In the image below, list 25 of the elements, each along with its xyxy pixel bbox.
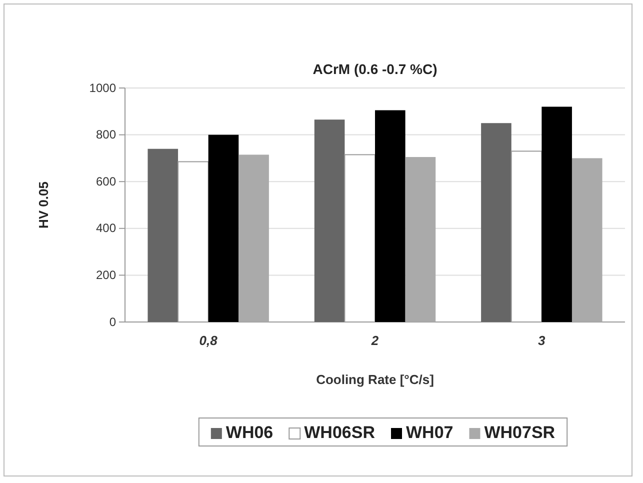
y-axis-title: HV 0.05 (36, 182, 51, 228)
legend-label: WH07 (406, 423, 454, 442)
y-tick-label: 1000 (89, 80, 116, 95)
legend-label: WH06SR (304, 423, 375, 442)
bar (314, 120, 345, 322)
y-tick-label: 600 (96, 174, 116, 188)
x-tick-label: 0,8 (199, 333, 218, 348)
bar (405, 157, 436, 322)
y-tick-label: 800 (96, 128, 116, 142)
legend-label: WH06 (226, 423, 274, 442)
bar (238, 154, 269, 322)
chart-title: ACrM (0.6 -0.7 %C) (312, 61, 438, 77)
legend-label: WH07SR (484, 423, 556, 442)
y-tick-label: 400 (96, 221, 116, 236)
bar (572, 158, 602, 322)
bar (542, 106, 572, 322)
x-axis-title: Cooling Rate [°C/s] (316, 372, 434, 387)
y-tick-label: 0 (109, 314, 116, 329)
bar (208, 134, 239, 322)
y-tick-label: 200 (96, 268, 116, 282)
bar (375, 110, 406, 322)
x-tick-label: 3 (538, 333, 546, 348)
bar (148, 148, 178, 322)
x-tick-label: 2 (370, 333, 380, 348)
bar (481, 123, 512, 322)
